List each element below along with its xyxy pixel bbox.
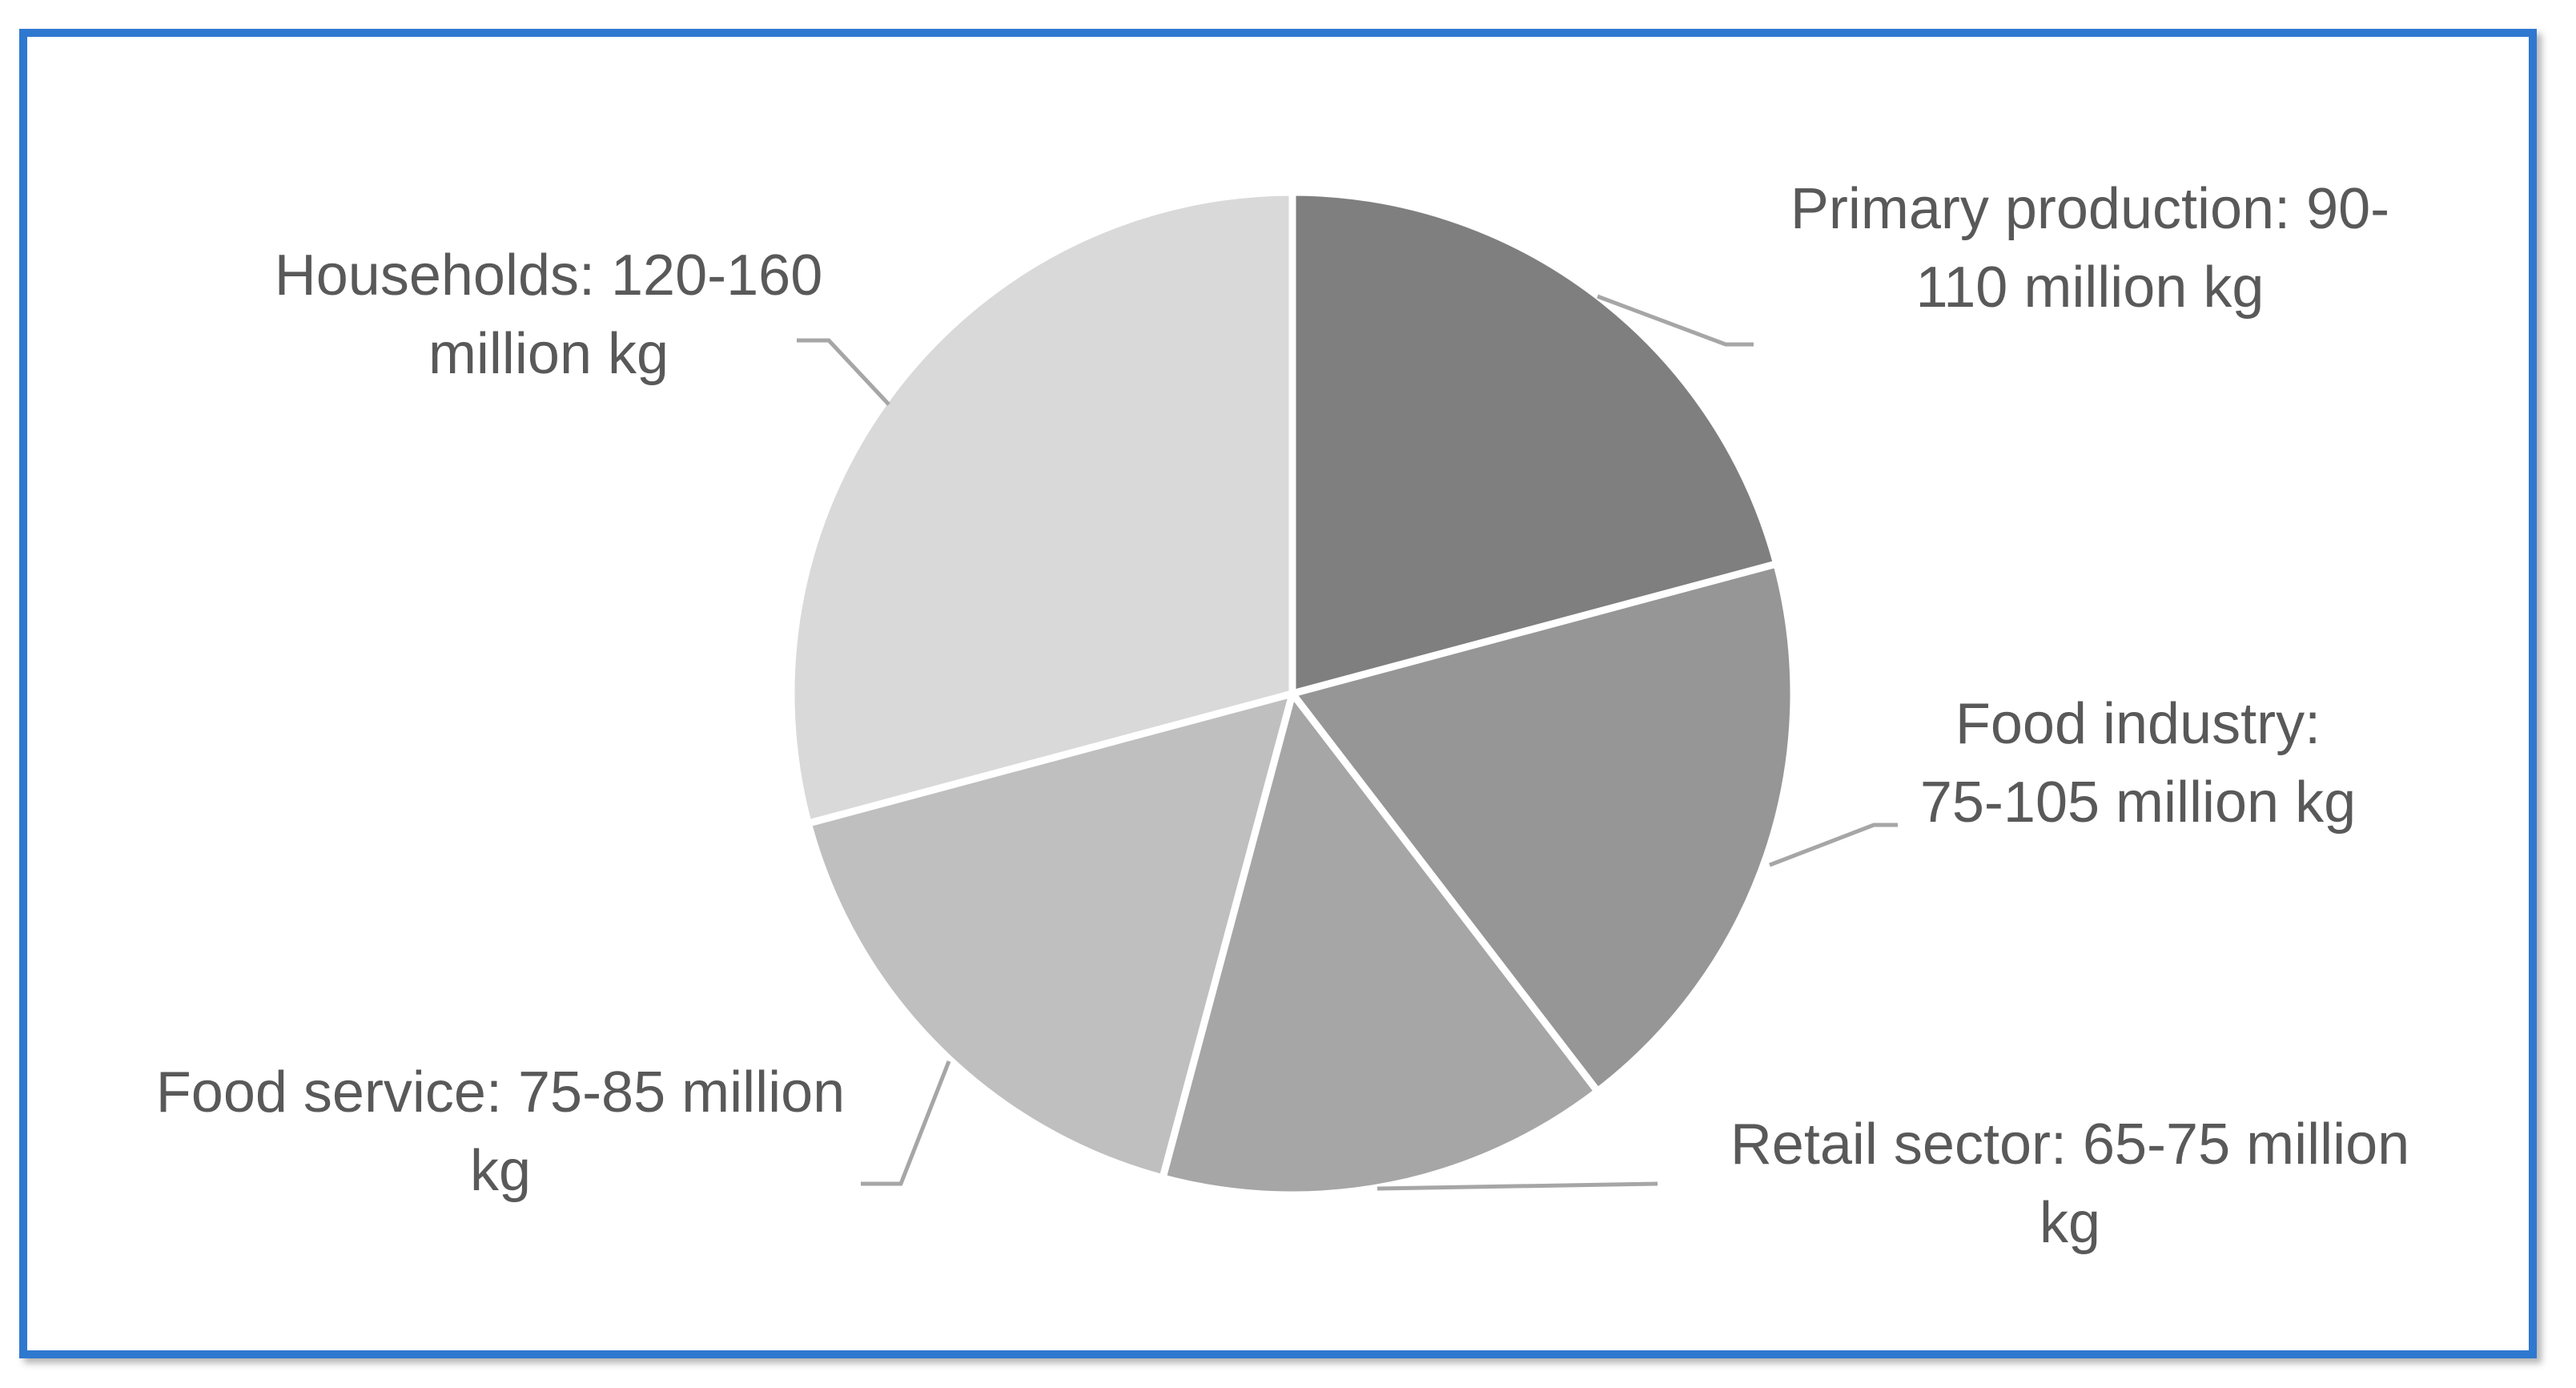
slice-label-retail-sector: Retail sector: 65-75 million kg bbox=[1730, 1112, 2410, 1255]
slice-label-food-industry: Food industry: 75-105 million kg bbox=[1919, 692, 2357, 835]
pie-slice-primary-production bbox=[1288, 188, 1781, 698]
leader-line-retail-sector bbox=[1376, 1181, 1658, 1191]
leader-line-food-service bbox=[861, 1060, 951, 1186]
pie-slice-retail-sector bbox=[1159, 690, 1601, 1199]
leader-line-households bbox=[797, 338, 890, 406]
leader-line-primary-production bbox=[1597, 294, 1754, 347]
leader-line-food-industry bbox=[1769, 823, 1898, 867]
pie-slice-food-service bbox=[804, 690, 1296, 1182]
slice-label-food-service: Food service: 75-85 million kg bbox=[155, 1060, 846, 1203]
slice-label-primary-production: Primary production: 90- 110 million kg bbox=[1790, 177, 2390, 320]
pie-slice-food-industry bbox=[1288, 560, 1798, 1096]
slice-label-households: Households: 120-160 million kg bbox=[274, 243, 823, 386]
pie-slice-households bbox=[787, 188, 1296, 827]
